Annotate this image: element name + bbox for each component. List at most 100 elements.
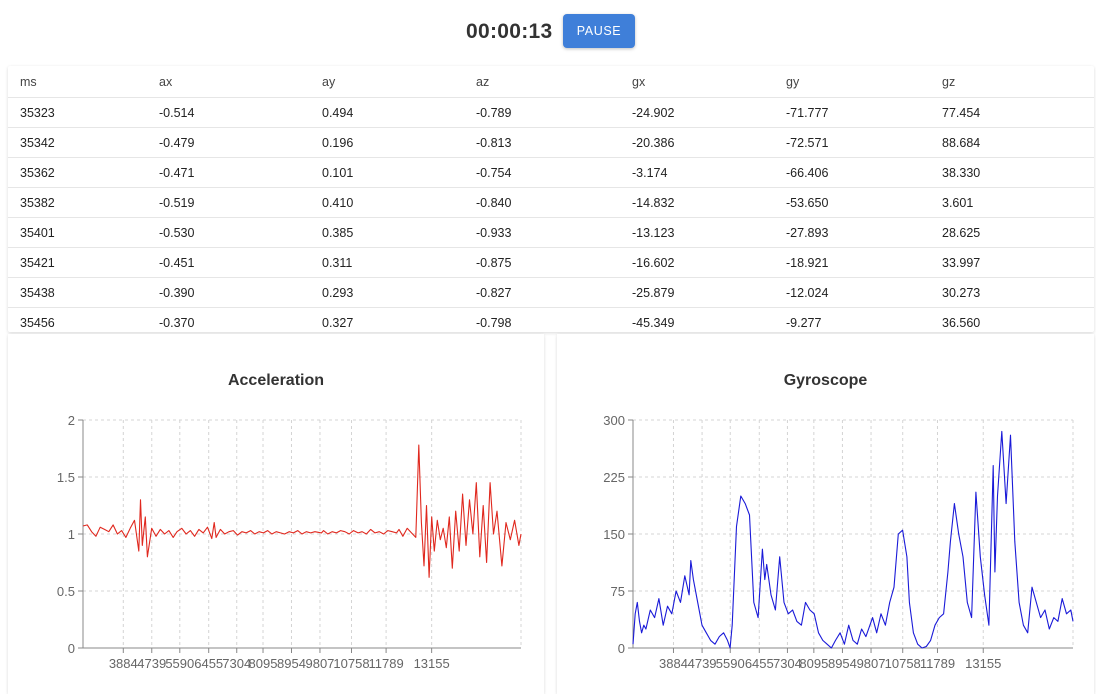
table-cell: 77.454 [942, 97, 1094, 128]
table-cell: 0.293 [322, 277, 476, 308]
x-tick-label: 4739 [688, 656, 717, 671]
table-header-row: ms ax ay az gx gy gz [8, 66, 1094, 98]
y-tick-label: 150 [603, 527, 625, 542]
table-cell: -12.024 [786, 277, 942, 308]
y-tick-label: 2 [68, 413, 75, 428]
column-header-gy: gy [786, 66, 942, 98]
x-tick-label: 10758 [885, 656, 921, 671]
table-cell: -0.514 [159, 97, 322, 128]
table-cell: 0.196 [322, 127, 476, 158]
table-cell: -0.754 [476, 157, 632, 188]
table-cell: -72.571 [786, 127, 942, 158]
x-tick-label: 10758 [333, 656, 369, 671]
x-tick-label: 13155 [965, 656, 1001, 671]
x-tick-label: 8095 [249, 656, 278, 671]
table-cell: -20.386 [632, 127, 786, 158]
table-row: 35456 -0.370 0.327 -0.798 -45.349 -9.277… [8, 307, 1094, 332]
x-tick-label: 7304 [222, 656, 251, 671]
x-tick-label: 6455 [745, 656, 774, 671]
table-cell: 35382 [8, 187, 159, 218]
top-bar: 00:00:13 PAUSE [0, 14, 1096, 50]
x-tick-label: 9807 [857, 656, 886, 671]
x-tick-label: 7304 [773, 656, 802, 671]
table-cell: -0.530 [159, 217, 322, 248]
table-row: 35342 -0.479 0.196 -0.813 -20.386 -72.57… [8, 127, 1094, 158]
acceleration-series-line [82, 444, 522, 578]
column-header-az: az [476, 66, 632, 98]
table-body: 35323 -0.514 0.494 -0.789 -24.902 -71.77… [8, 97, 1094, 332]
column-header-ms: ms [8, 66, 159, 98]
table-row: 35382 -0.519 0.410 -0.840 -14.832 -53.65… [8, 187, 1094, 218]
table-cell: 35342 [8, 127, 159, 158]
table-cell: -0.471 [159, 157, 322, 188]
column-header-gz: gz [942, 66, 1094, 98]
y-tick-label: 75 [611, 584, 625, 599]
table-cell: -0.933 [476, 217, 632, 248]
gyroscope-chart-card: Gyroscope 0 75 150 225 300 3884 4739 5590 6455 73… [557, 334, 1094, 694]
x-tick-label: 9807 [305, 656, 334, 671]
table-cell: -0.451 [159, 247, 322, 278]
table-cell: -0.798 [476, 307, 632, 332]
data-table: ms ax ay az gx gy gz 35323 -0.514 0.494 … [8, 66, 1094, 332]
y-tick-label: 0 [68, 641, 75, 656]
x-tick-label: 8954 [828, 656, 857, 671]
table-cell: -0.519 [159, 187, 322, 218]
table-cell: 35421 [8, 247, 159, 278]
table-cell: -0.370 [159, 307, 322, 332]
table-cell: -66.406 [786, 157, 942, 188]
table-cell: 3.601 [942, 187, 1094, 218]
table-cell: 0.311 [322, 247, 476, 278]
x-tick-label: 3884 [109, 656, 138, 671]
table-cell: 28.625 [942, 217, 1094, 248]
table-cell: 0.385 [322, 217, 476, 248]
table-cell: -0.875 [476, 247, 632, 278]
table-cell: 0.494 [322, 97, 476, 128]
pause-button[interactable]: PAUSE [563, 14, 635, 48]
table-cell: 33.997 [942, 247, 1094, 278]
acceleration-chart-card: Acceleration 0 0.5 1 1.5 2 3884 4739 5590 6455 73… [8, 334, 544, 694]
table-row: 35362 -0.471 0.101 -0.754 -3.174 -66.406… [8, 157, 1094, 188]
table-cell: -0.827 [476, 277, 632, 308]
acceleration-chart-title: Acceleration [227, 372, 325, 389]
table-cell: -0.479 [159, 127, 322, 158]
x-tick-label: 13155 [414, 656, 450, 671]
table-cell: 35456 [8, 307, 159, 332]
x-tick-label: 3884 [659, 656, 688, 671]
column-header-ax: ax [159, 66, 322, 98]
table-row: 35438 -0.390 0.293 -0.827 -25.879 -12.02… [8, 277, 1094, 308]
table-row: 35421 -0.451 0.311 -0.875 -16.602 -18.92… [8, 247, 1094, 278]
y-tick-label: 225 [603, 470, 625, 485]
x-tick-label: 8095 [799, 656, 828, 671]
table-cell: 35401 [8, 217, 159, 248]
elapsed-timer: 00:00:13 [466, 20, 553, 43]
table-cell: -3.174 [632, 157, 786, 188]
table-cell: 30.273 [942, 277, 1094, 308]
sensor-data-table: ms ax ay az gx gy gz 35323 -0.514 0.494 … [8, 66, 1094, 332]
table-cell: 35362 [8, 157, 159, 188]
table-row: 35323 -0.514 0.494 -0.789 -24.902 -71.77… [8, 97, 1094, 128]
column-header-ay: ay [322, 66, 476, 98]
table-cell: -0.390 [159, 277, 322, 308]
y-tick-label: 1.5 [57, 470, 75, 485]
table-cell: -0.789 [476, 97, 632, 128]
table-cell: -53.650 [786, 187, 942, 218]
table-cell: -71.777 [786, 97, 942, 128]
gyroscope-series-line [632, 430, 1074, 649]
table-row: 35401 -0.530 0.385 -0.933 -13.123 -27.89… [8, 217, 1094, 248]
table-cell: 38.330 [942, 157, 1094, 188]
table-cell: -25.879 [632, 277, 786, 308]
x-tick-label: 6455 [194, 656, 223, 671]
table-cell: 0.327 [322, 307, 476, 332]
table-cell: -0.840 [476, 187, 632, 218]
table-cell: 0.410 [322, 187, 476, 218]
table-cell: -14.832 [632, 187, 786, 218]
x-tick-label: 5590 [716, 656, 745, 671]
column-header-gx: gx [632, 66, 786, 98]
y-tick-label: 0 [618, 641, 625, 656]
x-tick-label: 4739 [137, 656, 166, 671]
table-cell: -0.813 [476, 127, 632, 158]
table-cell: 35438 [8, 277, 159, 308]
